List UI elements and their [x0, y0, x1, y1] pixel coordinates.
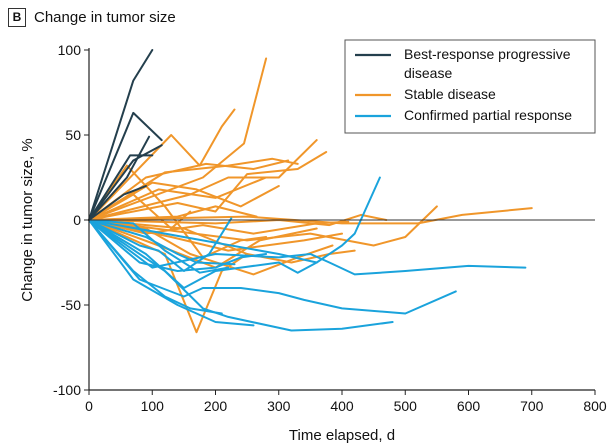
partial-series-line-26 [88, 219, 268, 272]
chart-title: Change in tumor size [34, 8, 176, 26]
panel-label-badge: B [8, 7, 26, 27]
legend-label-progressive: Best-response progressive disease [404, 46, 571, 81]
partial-series-line-35 [88, 219, 230, 274]
progressive-series-line-4 [88, 135, 151, 221]
stable-series-line-13 [88, 176, 268, 221]
y-tick-label: -100 [53, 382, 81, 398]
partial-series-line-27 [88, 217, 233, 272]
partial-series-line-31 [88, 219, 255, 327]
stable-series-line-24 [88, 207, 533, 225]
stable-series-line-11 [88, 151, 328, 221]
stable-series-line-21 [88, 219, 356, 264]
chart-legend: Best-response progressive disease Stable d… [344, 39, 596, 134]
progressive-series-line-5 [88, 185, 147, 221]
series-lines [88, 49, 533, 334]
y-tick-label: 50 [65, 127, 81, 143]
legend-label-partial: Confirmed partial response [404, 107, 572, 123]
partial-series-line-30 [88, 219, 457, 315]
y-tick-label: 100 [58, 42, 82, 58]
x-tick-label: 0 [85, 398, 93, 414]
partial-series-line-34 [88, 219, 236, 266]
x-tick-label: 200 [204, 398, 228, 414]
x-tick-label: 400 [330, 398, 354, 414]
stable-series-line-7 [88, 57, 268, 221]
y-tick-label: 0 [73, 212, 81, 228]
y-tick-label: -50 [61, 297, 81, 313]
stable-series-line-20 [88, 219, 350, 235]
progressive-series-line-3 [88, 144, 163, 221]
x-tick-label: 300 [267, 398, 291, 414]
y-axis-title: Change in tumor size, % [19, 138, 36, 301]
progressive-series-line-2 [88, 154, 154, 221]
chart-axes: 0 100 200 300 400 500 600 700 800 -100 -50 0 50 100 Ti… [19, 42, 607, 444]
panel-header: B Change in tumor size [8, 6, 176, 28]
progressive-series-line-1 [88, 111, 163, 221]
partial-series-line-36 [88, 176, 381, 264]
stable-series-line-22 [88, 213, 388, 227]
partial-series-line-33 [88, 219, 527, 276]
legend-label-stable: Stable disease [404, 86, 496, 102]
x-tick-label: 500 [394, 398, 418, 414]
partial-series-line-32 [88, 219, 394, 332]
stable-series-line-8 [88, 159, 290, 221]
x-axis-title: Time elapsed, d [289, 427, 395, 444]
stable-series-line-10 [88, 139, 318, 221]
x-tick-label: 800 [583, 398, 607, 414]
progressive-series-line-0 [88, 49, 154, 221]
x-tick-label: 100 [141, 398, 165, 414]
x-tick-label: 600 [457, 398, 481, 414]
partial-series-line-28 [88, 219, 318, 289]
stable-series-line-16 [88, 219, 249, 334]
x-tick-label: 700 [520, 398, 544, 414]
